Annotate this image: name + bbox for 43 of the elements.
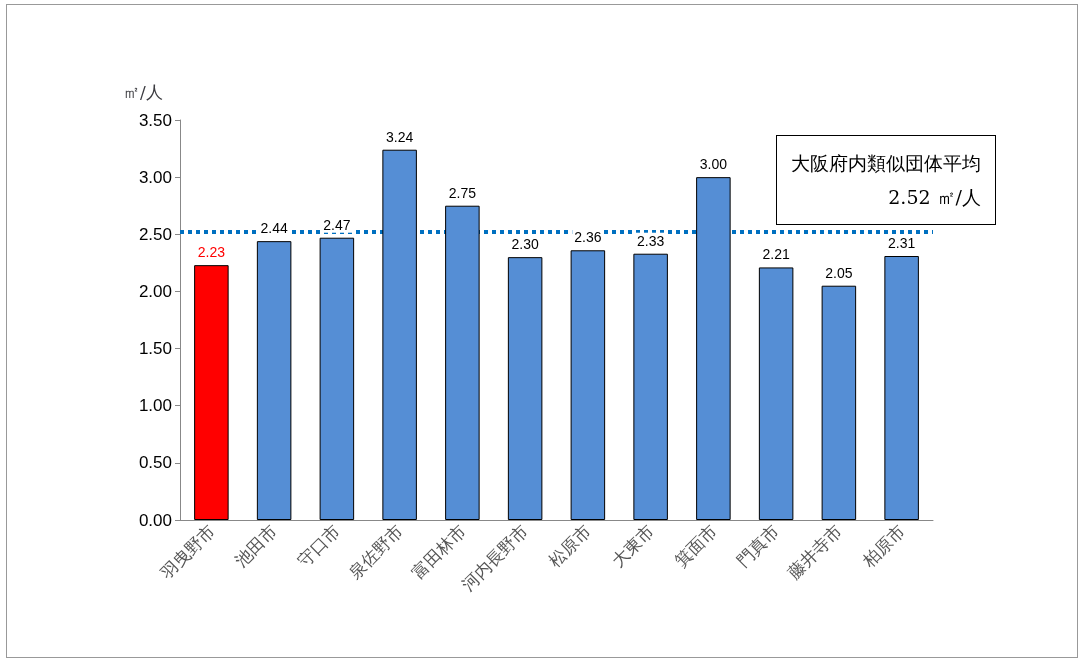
data-label: 2.31 (888, 235, 916, 251)
x-tick-label: 箕面市 (670, 520, 721, 572)
data-label: 2.30 (511, 236, 539, 253)
data-label: 2.05 (825, 264, 853, 281)
data-label: 2.44 (260, 220, 288, 237)
bar (507, 257, 543, 520)
bar (319, 237, 355, 520)
y-axis-title: ㎡/人 (123, 81, 163, 102)
bar (821, 285, 857, 520)
data-label: 2.47 (323, 216, 351, 233)
data-label: 2.21 (762, 246, 790, 263)
y-tick-label: 3.00 (138, 167, 172, 187)
y-tick-label: 0.00 (138, 510, 172, 530)
y-tick-label: 0.50 (138, 453, 172, 473)
bar (884, 256, 919, 520)
data-label: 2.33 (637, 232, 665, 249)
data-label: 2.23 (197, 244, 226, 261)
bar (758, 267, 794, 520)
ref-line-label: 大阪府内類似団体平均 2.52 ㎡/人 (791, 152, 981, 208)
y-tick-label: 1.00 (138, 396, 172, 416)
x-tick-label: 泉佐野市 (344, 520, 407, 584)
x-tick-label: 柏原市 (857, 520, 909, 572)
y-tick-label: 2.00 (138, 281, 172, 301)
x-tick-label: 守口市 (293, 520, 344, 572)
y-tick-label: 2.50 (138, 224, 172, 244)
bar (633, 253, 668, 520)
data-label: 3.24 (386, 128, 414, 145)
bar (382, 149, 417, 520)
bar (696, 177, 731, 520)
data-label: 2.36 (574, 229, 602, 246)
bar (256, 241, 292, 520)
data-label: 2.75 (448, 184, 477, 201)
y-tick-label: 3.50 (138, 110, 172, 130)
x-tick-label: 松原市 (544, 520, 595, 572)
x-tick-label: 門真市 (732, 520, 784, 572)
bar (570, 250, 606, 520)
x-tick-label: 大東市 (607, 520, 658, 572)
bar (445, 205, 480, 520)
bar (194, 265, 229, 520)
x-tick-label: 池田市 (230, 520, 282, 572)
y-tick-label: 1.50 (138, 339, 172, 359)
data-label: 3.00 (699, 156, 728, 173)
x-tick-label: 藤井寺市 (783, 520, 846, 584)
